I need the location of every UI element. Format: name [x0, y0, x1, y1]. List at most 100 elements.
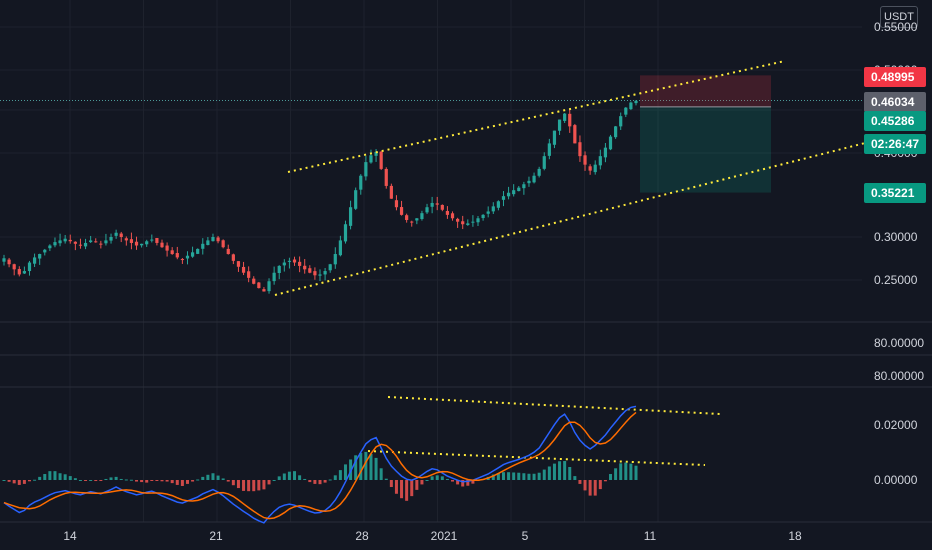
candle-body — [379, 151, 383, 169]
x-tick-label: 28 — [355, 529, 369, 543]
candle-body — [608, 136, 613, 150]
histogram-bar — [180, 480, 184, 486]
histogram-bar — [135, 480, 139, 482]
histogram-bar — [313, 480, 317, 484]
x-tick-label: 18 — [788, 529, 802, 543]
candle-body — [114, 232, 118, 236]
candle-body — [119, 233, 123, 237]
histogram-bar — [415, 480, 419, 490]
candle-body — [415, 218, 419, 221]
candle-body — [603, 147, 608, 158]
price-badge-label: 0.35221 — [871, 186, 915, 200]
histogram-bar — [552, 463, 556, 480]
candle-body — [129, 239, 134, 243]
candle-body — [552, 130, 557, 145]
histogram-bar — [563, 461, 567, 480]
candle-body — [78, 244, 83, 246]
candle-body — [440, 204, 444, 210]
candle-body — [277, 265, 281, 274]
candle-body — [185, 255, 190, 259]
candle-body — [573, 125, 577, 144]
histogram-bar — [374, 457, 378, 480]
candle-body — [410, 221, 414, 223]
macd-panel — [2, 405, 638, 524]
candle-body — [94, 241, 98, 243]
histogram-bar — [2, 480, 6, 481]
histogram-bar — [155, 480, 159, 481]
candle-body — [435, 203, 439, 205]
histogram-bar — [211, 473, 215, 480]
candle-body — [22, 271, 26, 274]
candle-body — [456, 218, 460, 222]
histogram-bar — [491, 474, 495, 480]
candle-body — [354, 190, 358, 209]
histogram-bar — [430, 476, 434, 480]
trendlines[interactable] — [274, 60, 866, 466]
price-badge-label: 0.45286 — [871, 114, 915, 128]
histogram-bar — [140, 480, 144, 483]
macd-tick-label: 0.02000 — [874, 418, 918, 432]
histogram-bar — [89, 480, 93, 481]
histogram-bar — [206, 474, 210, 480]
histogram-bar — [369, 454, 373, 480]
short-position-tool[interactable] — [640, 75, 771, 193]
histogram-bar — [165, 480, 169, 482]
histogram-bar — [435, 475, 439, 480]
histogram-bar — [425, 480, 429, 481]
candle-body — [7, 259, 11, 265]
histogram-bar — [333, 475, 337, 480]
price-axis[interactable]: 0.550000.500000.400000.300000.2500080.00… — [874, 20, 924, 487]
candle-body — [389, 185, 393, 199]
candle-body — [374, 151, 378, 156]
candle-body — [583, 155, 587, 165]
x-tick-label: 14 — [63, 529, 77, 543]
candle-body — [399, 207, 404, 215]
candle-body — [481, 214, 485, 219]
histogram-bar — [583, 480, 587, 491]
histogram-bar — [129, 479, 133, 481]
histogram-bar — [634, 465, 638, 480]
candle-body — [134, 241, 139, 246]
histogram-bar — [191, 480, 195, 482]
histogram-bar — [43, 474, 47, 480]
histogram-bar — [48, 471, 52, 480]
histogram-bar — [389, 480, 393, 488]
candle-body — [247, 271, 251, 278]
candle-body — [43, 249, 47, 253]
candle-body — [588, 166, 592, 171]
candle-body — [450, 213, 455, 219]
histogram-bar — [33, 479, 37, 481]
candle-body — [338, 240, 342, 256]
histogram-bar — [593, 480, 597, 496]
price-badge — [864, 111, 926, 131]
macd-tick-label: 80.00000 — [874, 369, 924, 383]
candle-body — [547, 143, 551, 156]
time-axis[interactable]: 14 21 28 2021 5 11 18 — [63, 529, 802, 543]
histogram-bar — [410, 480, 414, 497]
candle-body — [563, 113, 567, 121]
candle-body — [522, 184, 526, 189]
histogram-bar — [384, 478, 388, 480]
candle-body — [568, 113, 572, 127]
candle-body — [303, 265, 307, 270]
histogram-bar — [598, 480, 602, 490]
histogram-bar — [547, 466, 551, 480]
candle-body — [32, 257, 37, 264]
candle-body — [364, 162, 368, 177]
histogram-bar — [343, 464, 347, 480]
candle-body — [430, 202, 434, 207]
histogram-bar — [323, 480, 327, 483]
price-badge — [864, 134, 926, 154]
histogram-bar — [568, 467, 572, 480]
histogram-bar — [109, 477, 113, 480]
x-tick-label: 11 — [644, 529, 657, 543]
histogram-bar — [512, 472, 516, 480]
candle-body — [614, 126, 618, 138]
candle-body — [593, 164, 597, 173]
candle-body — [394, 200, 399, 208]
price-badges: 0.48995 0.46034 0.45286 02:26:47 0.35221 — [864, 67, 926, 203]
histogram-bar — [27, 480, 31, 482]
unit-label[interactable]: USDT — [880, 6, 918, 28]
histogram-bar — [78, 480, 82, 481]
